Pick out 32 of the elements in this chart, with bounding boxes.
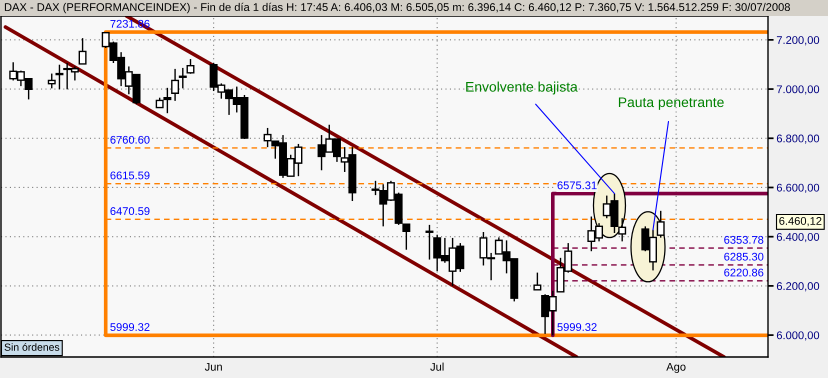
candlestick — [425, 224, 434, 260]
y-tick-label: 6.000,00 — [776, 331, 820, 341]
annotation: 6353.78 — [724, 236, 764, 244]
annotation: 6470.59 — [110, 207, 150, 216]
candlestick — [48, 72, 56, 90]
candlestick — [178, 67, 187, 90]
annotation: Envolvente bajista — [466, 82, 578, 94]
text: 6.460,12 — [779, 217, 822, 226]
annotation: 5999.32 — [557, 323, 597, 331]
chart-title: DAX - DAX (PERFORMANCEINDEX) - Fin de día 1 días H: 17:45 A: 6.406,03 M: 6.505,05 m: 6.396,14 C: 6.460,12 P: 7.360,75 V: 1.564.512.259 F: 30/07/2008 — [4, 2, 790, 14]
annotation: 6220.86 — [724, 268, 764, 276]
candlestick — [78, 37, 87, 65]
y-tick-label: 7.200,00 — [776, 36, 820, 46]
candlestick — [55, 64, 64, 90]
annotation: Pauta penetrante — [618, 97, 724, 110]
annotation: Sin órdenes — [4, 343, 60, 351]
annotation: 6575.31 — [558, 181, 597, 190]
x-tick-label: Jul — [430, 362, 444, 371]
y-tick-label: 7.000,00 — [776, 85, 820, 95]
y-tick-label: 6.200,00 — [776, 282, 820, 292]
annotation: 6615.59 — [110, 172, 150, 180]
candlestick — [533, 272, 542, 291]
y-tick-label: 6.800,00 — [776, 134, 820, 144]
annotation: 6760.60 — [110, 136, 150, 144]
y-tick-label: 6.400,00 — [776, 232, 820, 242]
x-tick-label: Jun — [204, 362, 222, 371]
x-tick-label: Ago — [666, 362, 686, 373]
annotation: 5999.32 — [110, 323, 150, 331]
annotation: 6285.30 — [724, 252, 764, 261]
y-tick-label: 6.600,00 — [776, 184, 820, 193]
candlestick — [171, 68, 180, 102]
candlestick — [186, 58, 194, 75]
